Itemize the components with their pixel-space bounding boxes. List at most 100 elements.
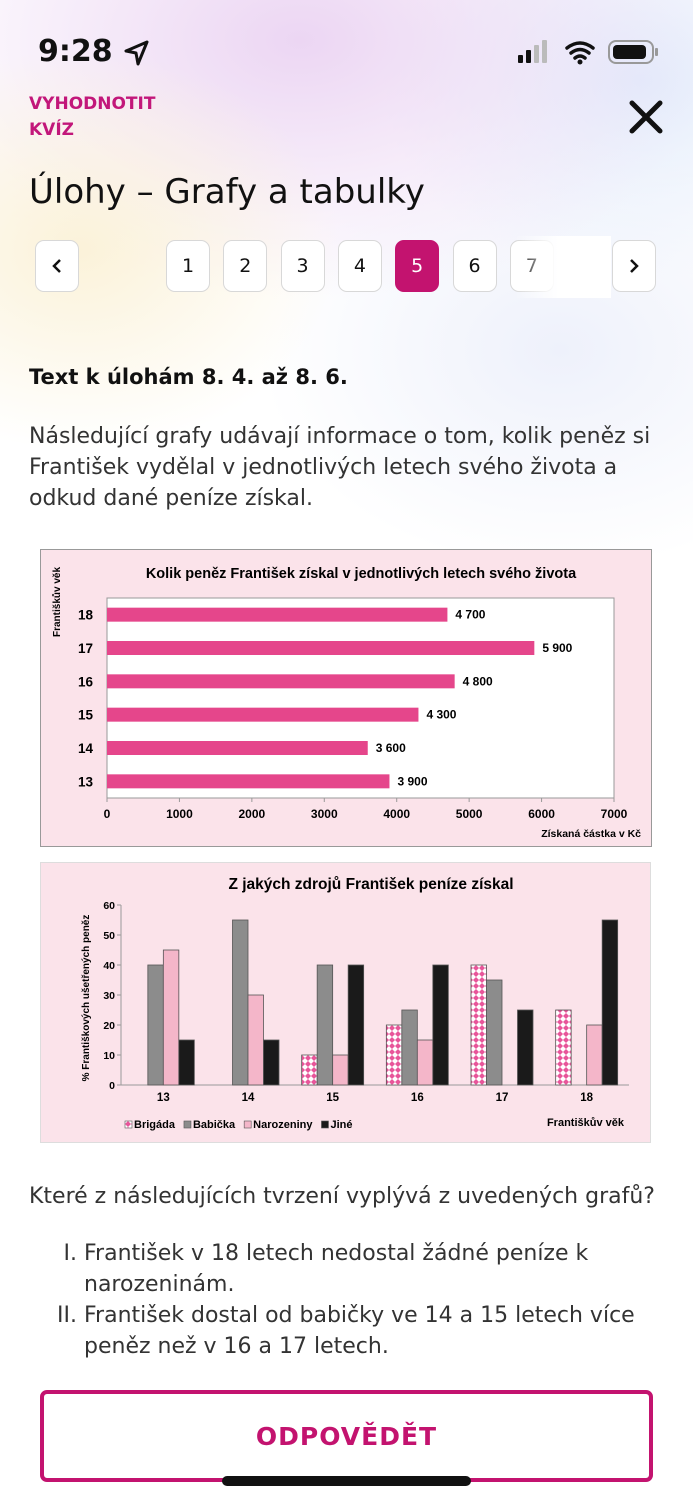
legend-label: Jiné [330, 1119, 352, 1131]
value-label: 5 900 [542, 641, 572, 655]
bar [470, 964, 487, 1086]
bar [486, 979, 503, 1086]
page-title: Úlohy – Grafy a tabulky [29, 172, 425, 212]
y-tick-label: 50 [103, 930, 115, 942]
status-time: 9:28 [38, 34, 113, 69]
y-axis-label: % Františkových ušetřených peněz [81, 915, 92, 1082]
page-button[interactable]: 4 [337, 240, 382, 292]
legend-swatch [321, 1120, 329, 1129]
chart: Z jakých zdrojů František peníze získal%… [81, 876, 629, 1131]
bar [416, 1039, 434, 1086]
bar [301, 1054, 318, 1086]
x-tick-label: 18 [580, 1092, 593, 1104]
bar [517, 1009, 534, 1086]
home-indicator [222, 1476, 471, 1486]
x-tick-label: 14 [242, 1092, 255, 1104]
bar [107, 607, 448, 622]
next-button[interactable] [612, 240, 656, 292]
y-tick-label: 0 [109, 1080, 115, 1092]
x-tick-label: 13 [157, 1092, 170, 1104]
bar [107, 707, 419, 722]
bar [107, 774, 390, 789]
y-axis-label: Františkův věk [51, 567, 63, 637]
legend-swatch [124, 1120, 133, 1129]
y-tick-label: 17 [78, 641, 93, 656]
legend-label: Narozeniny [253, 1119, 313, 1131]
bar [232, 919, 249, 1086]
x-tick-label: 15 [326, 1092, 339, 1104]
y-tick-label: 30 [103, 990, 115, 1002]
legend-label: Brigáda [134, 1119, 176, 1131]
page-button[interactable]: 6 [452, 240, 497, 292]
x-tick-label: 16 [411, 1092, 424, 1104]
page-button[interactable]: 3 [280, 240, 325, 292]
x-axis-label: Františkův věk [547, 1117, 625, 1129]
answer-button[interactable]: ODPOVĚDĚT [40, 1390, 653, 1482]
chart-frame: Kolik peněz František získal v jednotliv… [40, 549, 652, 847]
y-tick-label: 16 [78, 674, 94, 689]
x-tick-label: 4000 [383, 807, 410, 821]
bar [316, 964, 334, 1086]
page-button[interactable]: 5 [395, 240, 440, 292]
value-label: 4 300 [426, 708, 456, 722]
bar [263, 1039, 280, 1086]
statement: František v 18 letech nedostal žádné pen… [84, 1238, 669, 1300]
bar [432, 964, 449, 1086]
legend-label: Babička [193, 1119, 236, 1131]
bar [555, 1009, 572, 1086]
x-tick-label: 7000 [601, 807, 628, 821]
y-tick-label: 40 [103, 960, 115, 972]
y-tick-label: 60 [103, 900, 115, 912]
bar [247, 994, 264, 1086]
page-button[interactable]: 1 [166, 240, 210, 292]
value-label: 4 800 [463, 674, 493, 688]
section-heading: Text k úlohám 8. 4. až 8. 6. [29, 365, 348, 389]
question: Které z následujících tvrzení vyplývá z … [29, 1184, 655, 1209]
bar [107, 674, 455, 689]
statement-list: František v 18 letech nedostal žádné pen… [29, 1238, 669, 1375]
bar [107, 641, 535, 655]
x-tick-label: 17 [496, 1092, 509, 1104]
location-icon [124, 40, 149, 66]
chevron-right [630, 259, 639, 273]
intro-text: Následující grafy udávají informace o to… [29, 424, 651, 511]
value-label: 4 700 [455, 608, 485, 622]
y-tick-label: 20 [103, 1020, 115, 1032]
bar [107, 741, 368, 755]
x-tick-label: 1000 [166, 807, 193, 821]
page-button[interactable]: 2 [223, 240, 268, 292]
prev-button[interactable] [35, 240, 79, 292]
value-label: 3 900 [397, 774, 427, 788]
bar [162, 949, 180, 1086]
y-tick-label: 13 [78, 774, 94, 789]
x-tick-label: 2000 [239, 807, 266, 821]
y-tick-label: 18 [78, 608, 94, 623]
bar [385, 1024, 403, 1086]
statement: František dostal od babičky ve 14 a 15 l… [84, 1300, 669, 1362]
bar [601, 919, 619, 1086]
status-icons [518, 40, 658, 65]
y-tick-label: 10 [103, 1050, 115, 1062]
fade [515, 236, 611, 298]
bar [586, 1024, 603, 1086]
value-label: 3 600 [376, 741, 406, 755]
y-tick-label: 15 [78, 708, 94, 723]
chart-title: Z jakých zdrojů František peníze získal [228, 876, 513, 893]
chart-frame: Z jakých zdrojů František peníze získal%… [40, 862, 651, 1143]
bar [401, 1009, 418, 1086]
close-button[interactable] [628, 99, 664, 135]
bar [347, 964, 365, 1086]
chart: Kolik peněz František získal v jednotliv… [51, 566, 641, 840]
chevron-left [52, 259, 61, 273]
legend-swatch [183, 1120, 192, 1129]
plot-area [106, 597, 615, 799]
legend-swatch [243, 1120, 252, 1129]
bar [332, 1054, 349, 1086]
bar [147, 964, 164, 1086]
chart-title: Kolik peněz František získal v jednotliv… [146, 566, 577, 582]
x-tick-label: 6000 [528, 807, 555, 821]
x-tick-label: 3000 [311, 807, 338, 821]
y-tick-label: 14 [78, 741, 94, 756]
evaluate-quiz[interactable]: VYHODNOTIT KVÍZ [29, 94, 156, 140]
